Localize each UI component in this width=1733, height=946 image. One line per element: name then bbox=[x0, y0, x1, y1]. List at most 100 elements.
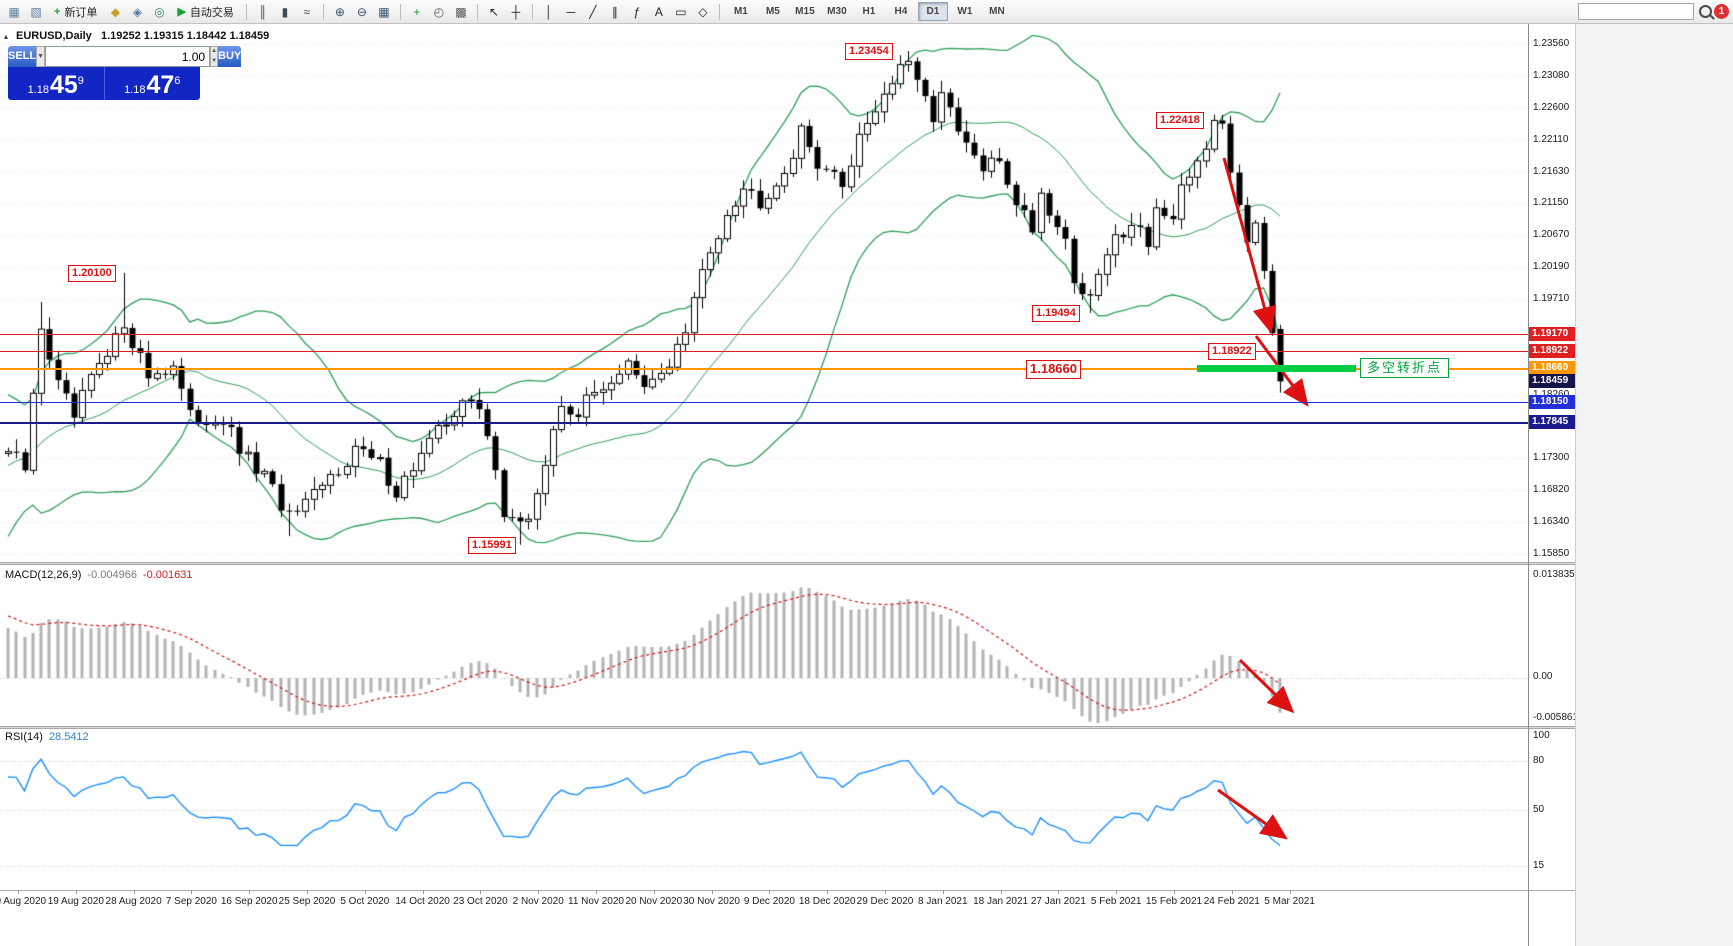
text-icon[interactable]: A bbox=[654, 4, 663, 19]
cursor-icon[interactable]: ↖ bbox=[488, 4, 499, 19]
date-axis-label: 16 Sep 2020 bbox=[220, 896, 278, 907]
timeframe-m30-button[interactable]: M30 bbox=[827, 6, 847, 17]
notification-badge[interactable]: 1 bbox=[1714, 4, 1729, 19]
web-terminal-icon[interactable]: ◎ bbox=[154, 4, 165, 19]
templates-icon[interactable]: ▩ bbox=[455, 4, 467, 19]
horizontal-level-line[interactable] bbox=[0, 351, 1528, 352]
trendline-icon[interactable]: ╱ bbox=[589, 4, 597, 19]
macd-panel-splitter[interactable] bbox=[0, 562, 1575, 565]
date-axis-label: 20 Nov 2020 bbox=[625, 896, 683, 907]
date-axis-tickmark bbox=[1001, 890, 1002, 894]
date-axis-label: 15 Feb 2021 bbox=[1145, 896, 1203, 907]
horizontal-level-line[interactable] bbox=[0, 368, 1528, 370]
date-axis-label: 14 Oct 2020 bbox=[395, 896, 450, 907]
timeframe-h4-button[interactable]: H4 bbox=[894, 6, 908, 17]
candlestick-chart-icon[interactable]: ▮ bbox=[281, 4, 289, 19]
horizontal-level-line[interactable] bbox=[0, 334, 1528, 335]
timeframe-m1-button[interactable]: M1 bbox=[733, 6, 748, 17]
new-chart-icon[interactable]: ▧ bbox=[30, 4, 42, 19]
date-axis-label: 2 Nov 2020 bbox=[512, 896, 564, 907]
price-axis-tick: 1.15850 bbox=[1533, 548, 1570, 559]
date-axis-label: 24 Feb 2021 bbox=[1203, 896, 1260, 907]
date-axis-tickmark bbox=[423, 890, 424, 894]
timeframe-w1-button[interactable]: W1 bbox=[957, 6, 973, 17]
lot-dropdown-icon[interactable]: ▼ bbox=[36, 46, 46, 67]
zoom-out-icon[interactable]: ⊖ bbox=[356, 4, 367, 19]
horizontal-level-line[interactable] bbox=[0, 402, 1528, 403]
fibonacci-icon[interactable]: ƒ bbox=[633, 4, 641, 19]
support-zone-bar[interactable] bbox=[1197, 365, 1356, 372]
date-axis-label: 8 Jan 2021 bbox=[918, 896, 968, 907]
timeframe-m5-button[interactable]: M5 bbox=[765, 6, 780, 17]
horizontal-line-icon[interactable]: ─ bbox=[566, 4, 576, 19]
zoom-in-icon[interactable]: ⊕ bbox=[334, 4, 345, 19]
timeframe-d1-button[interactable]: D1 bbox=[917, 2, 948, 21]
date-axis-label: 29 Dec 2020 bbox=[856, 896, 914, 907]
vertical-line-icon[interactable]: │ bbox=[545, 4, 553, 19]
crosshair-icon[interactable]: ┼ bbox=[511, 4, 521, 19]
date-axis-tickmark bbox=[249, 890, 250, 894]
rsi-axis-tick: 80 bbox=[1533, 755, 1545, 766]
indicators-icon[interactable]: + bbox=[413, 4, 421, 19]
search-icon[interactable] bbox=[1699, 5, 1712, 18]
macd-indicator-label: MACD(12,26,9) -0.004966 -0.001631 bbox=[5, 569, 193, 581]
date-axis-tickmark bbox=[1116, 890, 1117, 894]
price-callout[interactable]: 1.20100 bbox=[68, 265, 116, 282]
lot-stepper-up-icon[interactable]: ▲ bbox=[211, 48, 218, 54]
date-axis-label: 30 Nov 2020 bbox=[683, 896, 740, 907]
date-axis-label: 18 Dec 2020 bbox=[798, 896, 856, 907]
date-axis-label: 5 Oct 2020 bbox=[340, 896, 390, 907]
price-axis-tick: 1.17300 bbox=[1533, 452, 1570, 464]
price-callout[interactable]: 1.15991 bbox=[468, 537, 516, 554]
date-axis-label: 5 Mar 2021 bbox=[1264, 896, 1315, 907]
price-callout[interactable]: 1.22418 bbox=[1156, 112, 1204, 129]
price-callout[interactable]: 1.23454 bbox=[845, 43, 893, 60]
rsi-axis-tick: 15 bbox=[1533, 860, 1545, 871]
tile-windows-icon[interactable]: ▦ bbox=[378, 4, 390, 19]
search-input[interactable] bbox=[1578, 3, 1694, 20]
one-click-collapse-icon[interactable]: ▴ bbox=[4, 32, 9, 41]
rsi-axis-tick: 50 bbox=[1533, 804, 1545, 815]
rsi-name: RSI(14) bbox=[5, 731, 43, 743]
lot-stepper[interactable]: ▲ ▼ bbox=[210, 46, 219, 67]
equidistant-channel-icon[interactable]: ∥ bbox=[611, 4, 618, 19]
ohlc-values: 1.19252 1.19315 1.18442 1.18459 bbox=[100, 30, 270, 42]
price-badge: 1.18660 bbox=[1529, 361, 1575, 375]
ask-price[interactable]: 1.18 47 6 bbox=[103, 67, 201, 100]
text-label-icon[interactable]: ▭ bbox=[675, 4, 687, 19]
chart-windows-icon[interactable]: ▦ bbox=[8, 4, 20, 19]
support-zone-label[interactable]: 多空转折点 bbox=[1360, 358, 1450, 378]
price-callout[interactable]: 1.18660 bbox=[1026, 360, 1081, 379]
autotrade-button[interactable]: ▶ 自动交易 bbox=[171, 3, 239, 21]
sell-button[interactable]: SELL bbox=[8, 46, 37, 67]
price-callout[interactable]: 1.18922 bbox=[1208, 343, 1256, 360]
lot-stepper-down-icon[interactable]: ▼ bbox=[211, 57, 218, 64]
data-window-icon[interactable]: ◈ bbox=[132, 4, 143, 19]
macd-axis-tick: 0.00 bbox=[1533, 671, 1553, 682]
timeframe-mn-button[interactable]: MN bbox=[989, 6, 1005, 17]
new-order-button[interactable]: + 新订单 bbox=[48, 3, 103, 21]
bar-chart-icon[interactable]: ║ bbox=[258, 4, 268, 19]
horizontal-level-line[interactable] bbox=[0, 422, 1528, 424]
rsi-panel-splitter[interactable] bbox=[0, 726, 1575, 729]
market-watch-icon[interactable]: ◆ bbox=[110, 4, 121, 19]
date-axis-label: 7 Sep 2020 bbox=[165, 896, 217, 907]
price-badge: 1.19170 bbox=[1529, 327, 1575, 341]
timeframe-m15-button[interactable]: M15 bbox=[795, 6, 815, 17]
date-axis-tickmark bbox=[18, 890, 19, 894]
date-axis-tickmark bbox=[365, 890, 366, 894]
periods-icon[interactable]: ◴ bbox=[433, 4, 445, 19]
price-callout[interactable]: 1.19494 bbox=[1032, 305, 1080, 322]
lot-size-input[interactable] bbox=[45, 46, 211, 67]
buy-button[interactable]: BUY bbox=[218, 46, 242, 67]
date-axis-tickmark bbox=[76, 890, 77, 894]
timeframe-h1-button[interactable]: H1 bbox=[862, 6, 876, 17]
arrows-tool-icon[interactable]: ◇ bbox=[698, 4, 708, 19]
date-axis-label: 23 Oct 2020 bbox=[453, 896, 508, 907]
macd-name: MACD(12,26,9) bbox=[5, 569, 82, 581]
line-chart-icon[interactable]: ≈ bbox=[303, 4, 311, 19]
date-axis-tickmark bbox=[654, 890, 655, 894]
price-chart-canvas[interactable] bbox=[0, 24, 1575, 946]
bid-price[interactable]: 1.18 45 9 bbox=[8, 67, 104, 100]
